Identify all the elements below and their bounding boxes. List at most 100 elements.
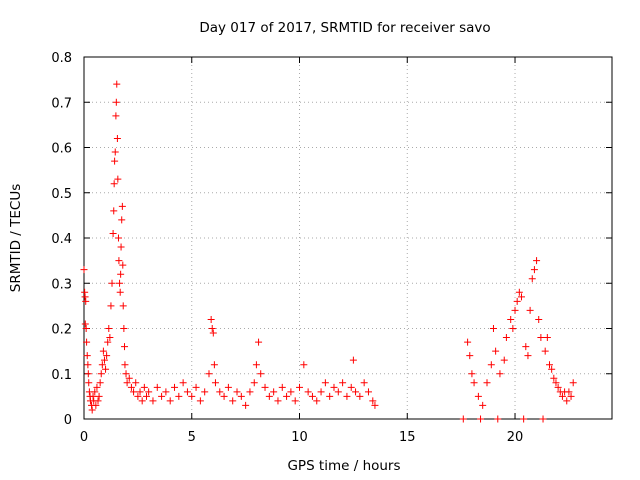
data-point [261,383,269,391]
data-point [533,257,541,265]
data-point [369,397,377,405]
data-point [313,397,321,405]
data-point [526,306,534,314]
data-point [224,383,232,391]
data-point [274,397,282,405]
data-point [356,392,364,400]
y-tick-label: 0.1 [51,368,72,383]
data-point [122,370,130,378]
data-point [255,338,263,346]
data-point [347,383,355,391]
data-point [110,207,118,215]
data-point [517,293,525,301]
data-point [209,329,217,337]
data-point [140,383,148,391]
data-point [563,397,571,405]
y-tick-label: 0.4 [51,232,72,247]
data-point [98,361,106,369]
data-point [107,302,115,310]
data-point [500,356,508,364]
data-point [149,397,157,405]
data-point [83,352,91,360]
data-point [567,392,575,400]
data-point [175,392,183,400]
data-point [502,334,510,342]
data-point [496,370,504,378]
data-point [364,388,372,396]
data-point [82,325,90,332]
data-point [121,361,129,369]
data-point [522,343,530,351]
data-point [82,297,90,305]
data-point [352,388,360,396]
data-point [95,392,103,400]
data-point [80,266,88,274]
data-point [134,392,142,400]
data-point [300,361,308,369]
grid [84,57,612,419]
data-point [278,383,286,391]
data-point [192,383,200,391]
data-point [291,397,299,405]
data-point [550,374,558,382]
data-point [211,379,219,387]
data-point [166,397,174,405]
data-point [118,216,126,224]
data-point [459,415,467,423]
data-point [179,379,187,387]
data-point [520,415,528,423]
data-point [105,325,113,332]
data-point [565,388,573,396]
data-point [296,383,304,391]
data-point [466,352,474,360]
data-point [120,325,128,332]
x-tick-label: 5 [188,430,196,445]
data-point [89,392,97,400]
data-point [252,361,260,369]
data-point [528,275,536,283]
data-point [158,392,166,400]
data-point [207,315,215,323]
data-point [208,325,216,332]
data-point [468,370,476,378]
data-point [474,392,482,400]
data-point [114,175,122,183]
data-point [113,80,121,88]
data-point [127,383,135,391]
data-point [136,388,144,396]
data-point [115,257,123,265]
data-point [205,370,213,378]
data-point [103,352,111,360]
data-point [110,180,118,188]
data-point [371,401,379,409]
data-point [132,379,140,387]
data-point [250,379,258,387]
data-point [543,334,551,342]
data-point [242,401,250,409]
data-point [99,347,107,355]
data-point [91,388,99,396]
data-point [96,379,104,387]
chart-title: Day 017 of 2017, SRMTID for receiver sav… [199,20,490,36]
data-point [546,361,554,369]
data-point [109,229,117,237]
data-point [116,288,124,296]
data-point [171,383,179,391]
data-point [104,338,112,346]
data-point [507,315,515,323]
data-point [123,379,131,387]
data-point [229,397,237,405]
y-tick-label: 0.3 [51,277,72,292]
data-point [477,415,485,423]
data-point [81,320,89,328]
data-point [116,279,124,287]
data-point [304,388,312,396]
data-point [270,388,278,396]
data-point [138,397,146,405]
data-point [537,334,545,342]
data-point [130,388,138,396]
data-point [111,148,119,156]
x-tick-label: 20 [507,430,524,445]
data-point [121,343,129,351]
data-point [330,383,338,391]
